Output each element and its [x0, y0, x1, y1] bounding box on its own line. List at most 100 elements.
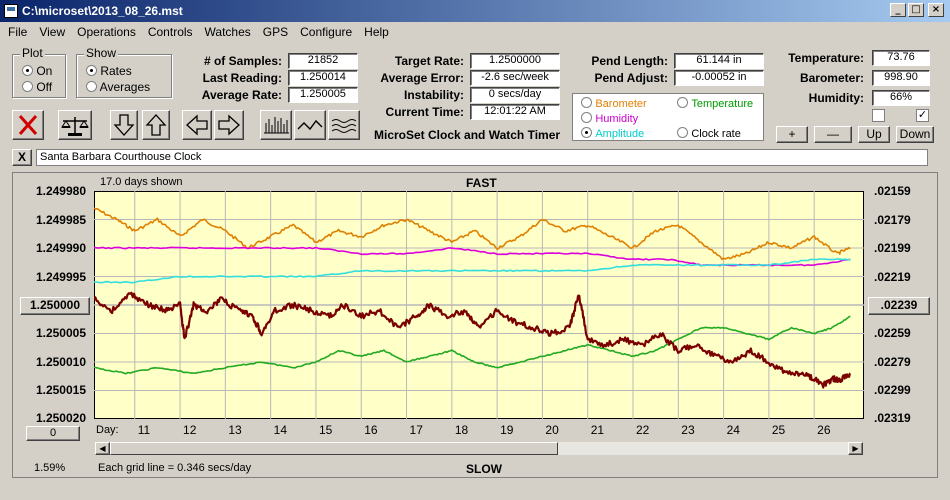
series-temperature-line	[94, 315, 851, 375]
scale-down-button[interactable]: Down	[896, 126, 934, 143]
last-reading-label: Last Reading:	[202, 71, 282, 85]
show-averages-radio[interactable]: Averages	[86, 80, 150, 94]
scroll-thumb[interactable]	[110, 442, 558, 455]
menu-gps[interactable]: GPS	[262, 25, 289, 39]
x-tick-label: 13	[228, 423, 242, 437]
close-window-button[interactable]: ×	[928, 3, 944, 17]
y-right-tick: .02199	[874, 241, 911, 255]
radio-dot[interactable]	[22, 81, 33, 92]
barometer-label: Barometer:	[799, 71, 864, 85]
maximize-button[interactable]: □	[908, 3, 924, 17]
x-tick-label: 23	[681, 423, 695, 437]
bottom-left-button[interactable]: 0	[26, 426, 80, 441]
menu-controls[interactable]: Controls	[147, 25, 193, 39]
menu-operations[interactable]: Operations	[77, 25, 136, 39]
clock-name-field[interactable]: Santa Barbara Courthouse Clock	[36, 149, 928, 166]
sensor-option-humidity[interactable]: Humidity	[581, 111, 638, 125]
app-icon[interactable]	[4, 4, 18, 18]
radio-dot[interactable]	[677, 127, 688, 138]
series-barometer-line	[94, 207, 851, 261]
checkbox-2[interactable]: ✓	[916, 109, 929, 122]
x-tick-label: 20	[545, 423, 559, 437]
menu-file[interactable]: File	[8, 25, 28, 39]
y-right-tick: .02259	[874, 326, 911, 340]
plot-area[interactable]	[94, 191, 864, 419]
clear-button[interactable]	[12, 110, 44, 140]
x-tick-label: 17	[409, 423, 423, 437]
radio-dot[interactable]	[581, 97, 592, 108]
arrow-up-icon	[145, 114, 167, 136]
x-tick-label: 15	[318, 423, 333, 437]
balance-scale-icon	[61, 117, 89, 136]
y-left-tick: 1.249985	[35, 213, 86, 227]
scale-minus-button[interactable]: —	[814, 126, 852, 143]
scale-up-button[interactable]: Up	[858, 126, 890, 143]
scroll-right-button[interactable]	[214, 110, 244, 140]
minimize-button[interactable]: _	[890, 3, 906, 17]
scroll-left-button[interactable]	[182, 110, 212, 140]
menu-bar: File View Operations Controls Watches GPS Conf…	[0, 22, 950, 42]
show-group	[76, 54, 172, 98]
series-amplitude-line	[94, 258, 851, 284]
menu-help[interactable]: Help	[364, 25, 389, 39]
radio-dot[interactable]	[677, 97, 688, 108]
multi-wave-button[interactable]	[328, 110, 360, 140]
y-left-tick: 1.249980	[35, 184, 86, 198]
menu-view[interactable]: View	[39, 25, 66, 39]
histogram-button[interactable]	[260, 110, 292, 140]
plot-off-radio[interactable]: Off	[22, 80, 52, 94]
show-rates-label: Rates	[100, 64, 132, 78]
days-shown-label: 17.0 days shown	[100, 176, 183, 188]
scroll-right-arrow[interactable]: ▶	[848, 442, 863, 455]
y-left-center-button[interactable]: 1.250000	[20, 297, 90, 315]
fast-label: FAST	[466, 176, 497, 190]
balance-button[interactable]	[58, 110, 92, 140]
line-wave-icon	[297, 119, 323, 131]
show-group-label: Show	[84, 46, 119, 60]
samples-label: # of Samples:	[203, 54, 282, 68]
x-tick-label: 11	[137, 423, 151, 437]
menu-configure[interactable]: Configure	[300, 25, 353, 39]
title-bar: C:\microset\2013_08_26.mst _ □ ×	[0, 0, 950, 22]
arrow-left-icon	[186, 114, 208, 136]
humidity-value: 66%	[872, 90, 930, 106]
y-right-tick: .02299	[874, 383, 911, 397]
close-clock-button[interactable]: X	[12, 149, 32, 166]
plot-on-radio[interactable]: On	[22, 64, 52, 78]
current-time-value: 12:01:22 AM	[470, 104, 560, 120]
barometer-value: 998.90	[872, 70, 930, 86]
plot-off-label: Off	[36, 80, 53, 94]
window-title: C:\microset\2013_08_26.mst	[22, 4, 183, 18]
show-rates-radio[interactable]: Rates	[86, 64, 132, 78]
radio-dot[interactable]	[581, 112, 592, 123]
y-left-tick: 1.249990	[35, 241, 86, 255]
sensor-option-barometer[interactable]: Barometer	[581, 96, 647, 110]
sensor-option-clock-rate[interactable]: Clock rate	[677, 126, 741, 140]
series-group	[94, 207, 852, 389]
grid-note: Each grid line = 0.346 secs/day	[98, 462, 252, 474]
horizontal-scrollbar[interactable]: ◀ ▶	[94, 441, 864, 456]
radio-dot[interactable]	[86, 81, 97, 92]
scroll-left-arrow[interactable]: ◀	[95, 442, 110, 455]
series-clock-rate-line	[94, 291, 852, 389]
radio-dot[interactable]	[86, 65, 97, 76]
scale-plus-button[interactable]: +	[776, 126, 808, 143]
radio-dot[interactable]	[22, 65, 33, 76]
y-right-tick: .02219	[874, 270, 911, 284]
y-left-tick: 1.250005	[35, 326, 86, 340]
target-rate-value[interactable]: 1.2500000	[470, 53, 560, 69]
average-error-value: -2.6 sec/week	[470, 70, 560, 86]
x-tick-label: 26	[817, 423, 831, 437]
sensor-option-amplitude[interactable]: Amplitude	[581, 126, 644, 140]
checkbox-1[interactable]	[872, 109, 885, 122]
scroll-down-button[interactable]	[110, 110, 138, 140]
menu-watches[interactable]: Watches	[204, 25, 251, 39]
scroll-up-button[interactable]	[142, 110, 170, 140]
x-tick-label: 19	[500, 423, 514, 437]
line-plot-button[interactable]	[294, 110, 326, 140]
sensor-option-temperature[interactable]: Temperature	[677, 96, 753, 110]
humidity-label: Humidity:	[808, 91, 864, 105]
chart-panel	[12, 172, 938, 478]
y-right-center-button[interactable]: .02239	[868, 297, 930, 315]
radio-dot[interactable]	[581, 127, 592, 138]
